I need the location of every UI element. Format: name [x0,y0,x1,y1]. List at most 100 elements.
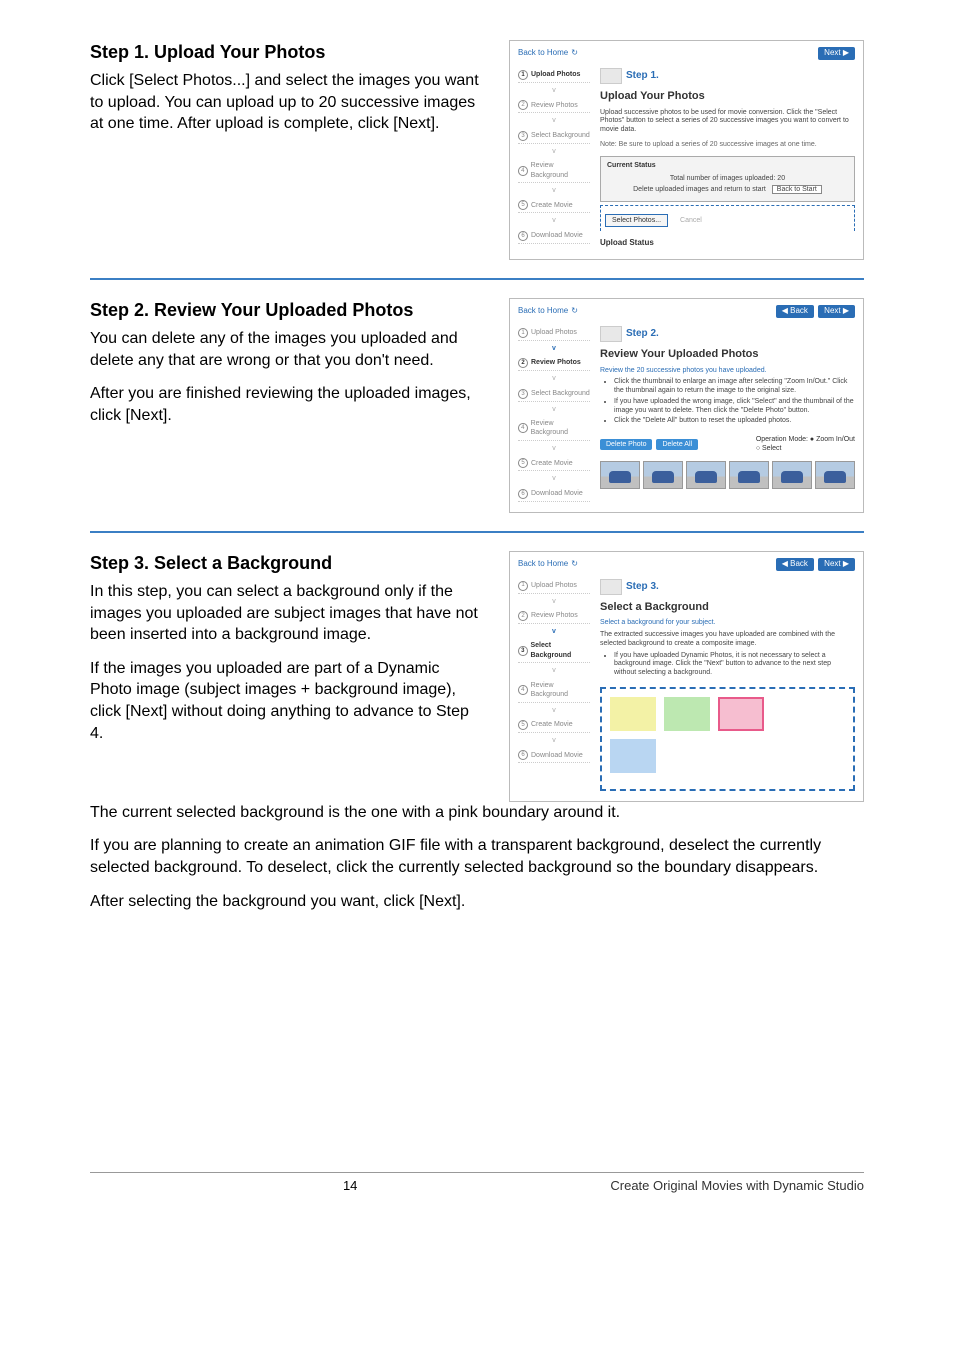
panel2-bullet-0: Click the thumbnail to enlarge an image … [614,378,855,396]
sidebar-item-review[interactable]: 2Review Photos [518,356,590,371]
chevron-down-icon: v [518,85,590,96]
panel2-bullet-1: If you have uploaded the wrong image, cl… [614,398,855,416]
op-zoom-radio[interactable]: Zoom In/Out [816,436,855,443]
panel-step3: Back to Home ↻ ◀ Back Next ▶ 1Upload Pho… [509,551,864,802]
sidebar-item-download[interactable]: 6Download Movie [518,487,590,502]
chevron-down-icon: v [518,735,590,746]
section-separator [90,531,864,533]
panel1-text: Upload successive photos to be used for … [600,109,855,135]
sidebar-item-review-bg[interactable]: 4Review Background [518,679,590,703]
bg-swatch-yellow[interactable] [610,697,656,731]
chevron-down-icon: v [518,443,590,454]
footer-text: Create Original Movies with Dynamic Stud… [610,1177,864,1195]
panel2-step-label: Step 2. [600,326,855,342]
delete-photo-button[interactable]: Delete Photo [600,439,652,450]
panel3-bullet-0: If you have uploaded Dynamic Photos, it … [614,652,855,678]
step-3-body-3: If you are planning to create an animati… [90,835,864,878]
chevron-down-icon: v [518,343,590,354]
step-1-text: Step 1. Upload Your Photos Click [Select… [90,40,485,147]
bg-swatch-green[interactable] [664,697,710,731]
thumbnail[interactable] [772,461,812,489]
select-photos-button[interactable]: Select Photos... [605,214,668,227]
sidebar-item-download[interactable]: 6Download Movie [518,748,590,763]
step-2-body-1: After you are finished reviewing the upl… [90,383,485,426]
chevron-down-icon: v [518,473,590,484]
sidebar-item-create[interactable]: 5Create Movie [518,456,590,471]
page-number: 14 [343,1177,357,1195]
back-to-home-link[interactable]: Back to Home ↻ [518,48,578,59]
panel2-bullet-2: Click the "Delete All" button to reset t… [614,417,855,426]
sidebar-item-select-bg[interactable]: 3Select Background [518,639,590,663]
refresh-icon: ↻ [571,306,578,317]
back-to-start-button[interactable]: Back to Start [772,185,822,194]
page-footer: 14 Create Original Movies with Dynamic S… [90,1172,864,1195]
back-to-home-link[interactable]: Back to Home ↻ [518,306,578,317]
panel1-title: Upload Your Photos [600,89,855,104]
thumbnail[interactable] [600,461,640,489]
chevron-down-icon: v [518,215,590,226]
panel-step1: Back to Home ↻ Next ▶ 1Upload Photos v 2… [509,40,864,260]
back-to-home-label: Back to Home [518,48,568,59]
sidebar-item-download[interactable]: 6Download Movie [518,229,590,244]
upload-status-label: Upload Status [600,238,855,249]
sidebar-item-create[interactable]: 5Create Movie [518,198,590,213]
op-mode-label: Operation Mode: [756,436,808,443]
photo-icon [600,326,622,342]
thumbnail[interactable] [815,461,855,489]
panel3-intro: Select a background for your subject. [600,619,855,628]
back-button[interactable]: ◀ Back [776,305,814,318]
panel-step2: Back to Home ↻ ◀ Back Next ▶ 1Upload Pho… [509,298,864,513]
chevron-down-icon: v [518,185,590,196]
next-button[interactable]: Next ▶ [818,47,855,60]
sidebar-item-upload[interactable]: 1Upload Photos [518,579,590,594]
sidebar-item-upload[interactable]: 1Upload Photos [518,326,590,341]
sidebar-item-review-bg[interactable]: 4Review Background [518,159,590,183]
thumbnail[interactable] [643,461,683,489]
chevron-down-icon: v [518,115,590,126]
panel2-title: Review Your Uploaded Photos [600,347,855,362]
section-separator [90,278,864,280]
sidebar: 1Upload Photos v 2Review Photos v 3Selec… [518,326,590,502]
op-select-radio[interactable]: Select [762,445,781,452]
status-delete-row: Delete uploaded images and return to sta… [607,185,848,194]
step-3-body-1: If the images you uploaded are part of a… [90,658,485,744]
panel3-bullets: If you have uploaded Dynamic Photos, it … [600,652,855,680]
refresh-icon: ↻ [571,559,578,570]
thumbnail[interactable] [686,461,726,489]
cancel-button[interactable]: Cancel [674,215,708,226]
chevron-down-icon: v [518,404,590,415]
sidebar-item-upload[interactable]: 1Upload Photos [518,68,590,83]
panel3-title: Select a Background [600,600,855,615]
chevron-down-icon: v [518,705,590,716]
step-3-body-0: In this step, you can select a backgroun… [90,581,485,646]
step-2-text: Step 2. Review Your Uploaded Photos You … [90,298,485,439]
sidebar-item-review[interactable]: 2Review Photos [518,609,590,624]
step-1-section: Step 1. Upload Your Photos Click [Select… [90,40,864,260]
next-button[interactable]: Next ▶ [818,558,855,571]
step-1-heading: Step 1. Upload Your Photos [90,40,485,64]
back-to-home-link[interactable]: Back to Home ↻ [518,559,578,570]
panel3-line1: The extracted successive images you have… [600,631,855,649]
delete-all-button[interactable]: Delete All [656,439,698,450]
back-to-home-label: Back to Home [518,306,568,317]
chevron-down-icon: v [518,373,590,384]
sidebar-item-create[interactable]: 5Create Movie [518,718,590,733]
step-3-heading: Step 3. Select a Background [90,551,485,575]
sidebar-item-select-bg[interactable]: 3Select Background [518,387,590,402]
step-3-section: Step 3. Select a Background In this step… [90,551,864,913]
status-total: Total number of images uploaded: 20 [607,174,848,183]
bg-swatch-pink-selected[interactable] [718,697,764,731]
sidebar: 1Upload Photos v 2Review Photos v 3Selec… [518,579,590,791]
refresh-icon: ↻ [571,48,578,59]
thumbnail[interactable] [729,461,769,489]
bg-swatch-blue[interactable] [610,739,656,773]
back-button[interactable]: ◀ Back [776,558,814,571]
sidebar-item-select-bg[interactable]: 3Select Background [518,129,590,144]
photo-icon [600,579,622,595]
sidebar-item-review-bg[interactable]: 4Review Background [518,417,590,441]
delete-buttons-row: Delete Photo Delete All Operation Mode: … [600,435,855,454]
next-button[interactable]: Next ▶ [818,305,855,318]
sidebar-item-review[interactable]: 2Review Photos [518,98,590,113]
chevron-down-icon: v [518,146,590,157]
status-box: Current Status Total number of images up… [600,156,855,201]
